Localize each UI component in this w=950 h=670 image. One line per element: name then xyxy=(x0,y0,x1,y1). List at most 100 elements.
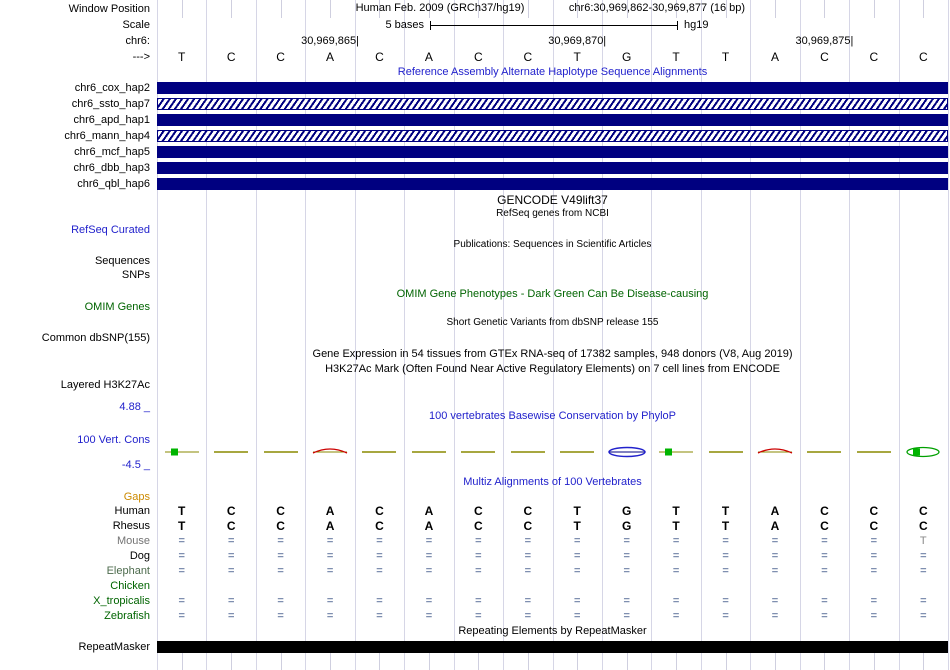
track-label-x_tropicalis[interactable]: X_tropicalis xyxy=(93,595,150,607)
alignment-gap-mark: = xyxy=(771,565,779,577)
ruler-tick-top xyxy=(478,0,480,18)
track-label-mouse[interactable]: Mouse xyxy=(116,535,150,547)
alignment-gap-mark: = xyxy=(722,610,729,622)
track-label-cons_bottom[interactable]: -4.5 _ xyxy=(121,459,150,471)
repeatmasker-bar[interactable] xyxy=(157,641,948,653)
haplotype-bar-chr6_apd_hap1[interactable] xyxy=(157,114,948,126)
alignment-gap-mark: = xyxy=(425,595,433,607)
alignment-gap-mark: = xyxy=(277,595,284,607)
track-label-common_dbsnp[interactable]: Common dbSNP(155) xyxy=(41,332,150,344)
base-letter: A xyxy=(326,50,335,64)
alignment-gap-mark: = xyxy=(227,610,235,622)
alignment-gap-mark: = xyxy=(821,610,828,622)
alignment-base: T xyxy=(672,504,680,518)
track-label-human[interactable]: Human xyxy=(114,505,150,517)
alignment-gap-mark: = xyxy=(227,550,235,562)
ruler-tick-bottom xyxy=(873,653,875,670)
track-label-dbb[interactable]: chr6_dbb_hap3 xyxy=(73,162,150,174)
alignment-gap-mark: = xyxy=(326,535,334,547)
track-label-elephant[interactable]: Elephant xyxy=(106,565,150,577)
alignment-gap-mark: = xyxy=(623,610,630,622)
alignment-gap-mark: = xyxy=(672,535,680,547)
alignment-gap-mark: = xyxy=(672,595,680,607)
track-label-vert_cons[interactable]: 100 Vert. Cons xyxy=(77,434,150,446)
track-label-layered_h3k27ac[interactable]: Layered H3K27Ac xyxy=(60,379,150,391)
track-label-zebrafish[interactable]: Zebrafish xyxy=(104,610,150,622)
track-label-sequences[interactable]: Sequences xyxy=(94,255,150,267)
track-label-chicken[interactable]: Chicken xyxy=(110,580,150,592)
alignment-gap-mark: = xyxy=(277,565,284,577)
ruler-tick-top xyxy=(527,0,529,18)
track-label-cons_top[interactable]: 4.88 _ xyxy=(119,401,150,413)
alignment-base: C xyxy=(869,519,879,533)
track-label-chr6[interactable]: chr6: xyxy=(125,35,150,47)
alignment-base: C xyxy=(226,504,236,518)
ruler-tick-bottom xyxy=(923,653,925,670)
base-letter: A xyxy=(770,50,779,64)
ruler-tick-top xyxy=(231,0,233,18)
haplotype-bar-chr6_qbl_hap6[interactable] xyxy=(157,178,948,190)
alignment-gap-mark: = xyxy=(425,565,433,577)
track-label-ssto[interactable]: chr6_ssto_hap7 xyxy=(71,98,150,110)
alignment-base: C xyxy=(375,504,384,518)
track-title-omim_title: OMIM Gene Phenotypes - Dark Green Can Be… xyxy=(396,288,709,300)
ruler-tick-bottom xyxy=(577,653,579,670)
conservation-glyph-line-olive xyxy=(807,451,842,453)
alignment-gap-mark: = xyxy=(425,550,433,562)
gridline xyxy=(799,0,801,670)
alignment-gap-mark: = xyxy=(623,550,630,562)
conservation-glyph-boxline-green xyxy=(164,448,199,456)
track-label-dog[interactable]: Dog xyxy=(129,550,150,562)
alignment-base: C xyxy=(820,504,829,518)
track-label-omim_genes[interactable]: OMIM Genes xyxy=(84,301,150,313)
ruler-tick-top xyxy=(774,0,776,18)
alignment-base: G xyxy=(621,504,632,518)
track-label-scale[interactable]: Scale xyxy=(122,19,150,31)
haplotype-bar-chr6_cox_hap2[interactable] xyxy=(157,82,948,94)
alignment-base: A xyxy=(325,519,335,533)
gridline xyxy=(305,0,307,670)
gridline xyxy=(206,0,208,670)
haplotype-bar-chr6_mann_hap4[interactable] xyxy=(157,130,948,142)
track-title-publications: Publications: Sequences in Scientific Ar… xyxy=(453,239,652,250)
ruler-tick-bottom xyxy=(676,653,678,670)
base-letter: C xyxy=(820,50,829,64)
alignment-gap-mark: = xyxy=(870,550,878,562)
alignment-base: C xyxy=(375,519,384,533)
track-label-repeatmasker[interactable]: RepeatMasker xyxy=(78,641,150,653)
alignment-base: A xyxy=(325,504,335,518)
alignment-gap-mark: = xyxy=(227,595,235,607)
haplotype-bar-chr6_mcf_hap5[interactable] xyxy=(157,146,948,158)
haplotype-bar-chr6_ssto_hap7[interactable] xyxy=(157,98,948,110)
track-label-mcf[interactable]: chr6_mcf_hap5 xyxy=(74,146,150,158)
track-label-qbl[interactable]: chr6_qbl_hap6 xyxy=(77,178,150,190)
ruler-tick-top xyxy=(626,0,628,18)
conservation-glyph-lens-blue xyxy=(607,446,646,458)
alignment-gap-mark: = xyxy=(376,565,383,577)
scale-value-label: 5 bases xyxy=(385,19,424,31)
track-label-apd[interactable]: chr6_apd_hap1 xyxy=(73,114,150,126)
conservation-glyph-arc-red xyxy=(757,448,793,454)
track-label-gaps[interactable]: Gaps xyxy=(123,491,150,503)
track-label-refseq_curated[interactable]: RefSeq Curated xyxy=(71,224,150,236)
track-label-rhesus[interactable]: Rhesus xyxy=(112,520,150,532)
alignment-gap-mark: = xyxy=(178,550,185,562)
track-title-gencode: GENCODE V49lift37 xyxy=(497,193,608,207)
alignment-base: T xyxy=(919,535,927,547)
track-label-snps[interactable]: SNPs xyxy=(121,269,150,281)
track-label-mann[interactable]: chr6_mann_hap4 xyxy=(64,130,150,142)
alignment-gap-mark: = xyxy=(870,565,878,577)
alignment-gap-mark: = xyxy=(771,535,779,547)
ruler-tick-bottom xyxy=(725,653,727,670)
alignment-gap-mark: = xyxy=(574,595,581,607)
alignment-gap-mark: = xyxy=(376,535,383,547)
alignment-gap-mark: = xyxy=(672,565,680,577)
track-label-window_position[interactable]: Window Position xyxy=(68,3,150,15)
alignment-gap-mark: = xyxy=(672,550,680,562)
haplotype-bar-chr6_dbb_hap3[interactable] xyxy=(157,162,948,174)
alignment-gap-mark: = xyxy=(524,595,531,607)
track-label-arrow[interactable]: ---> xyxy=(132,51,150,63)
gridline xyxy=(898,0,900,670)
track-label-cox[interactable]: chr6_cox_hap2 xyxy=(74,82,150,94)
alignment-gap-mark: = xyxy=(722,550,729,562)
